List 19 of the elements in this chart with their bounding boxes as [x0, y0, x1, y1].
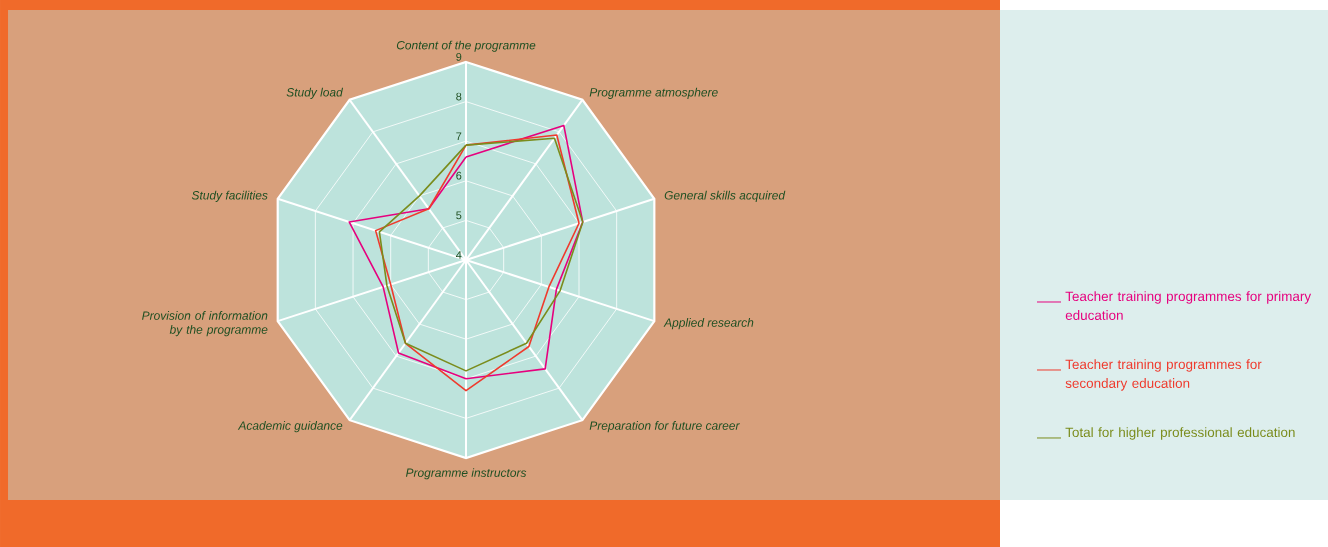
spoke-label: Preparation for future career: [589, 421, 740, 433]
spoke-label: Provision of information by the programme: [142, 311, 268, 337]
y-tick-label: 4: [455, 251, 462, 259]
spoke-label: Study facilities: [191, 190, 268, 202]
spoke-label: Programme atmosphere: [589, 87, 718, 99]
legend-label: Teacher training programmes for secondary education: [1065, 359, 1262, 391]
legend-label: Teacher training programmes for primary education: [1065, 291, 1312, 320]
spoke-label: Academic guidance: [237, 421, 343, 433]
spoke-label: Applied research: [663, 318, 754, 330]
legend-label: Total for higher professional education: [1065, 427, 1295, 440]
spoke-label: Content of the programme: [396, 40, 536, 52]
spoke-label: Programme instructors: [405, 468, 527, 480]
spoke-label: Study load: [286, 87, 344, 99]
y-tick-label: 5: [456, 211, 462, 220]
y-tick-label: 6: [456, 171, 462, 180]
y-tick-label: 7: [456, 132, 462, 140]
y-tick-label: 8: [456, 92, 462, 101]
y-tick-label: 9: [456, 53, 462, 61]
spoke-label: General skills acquired: [664, 190, 786, 202]
